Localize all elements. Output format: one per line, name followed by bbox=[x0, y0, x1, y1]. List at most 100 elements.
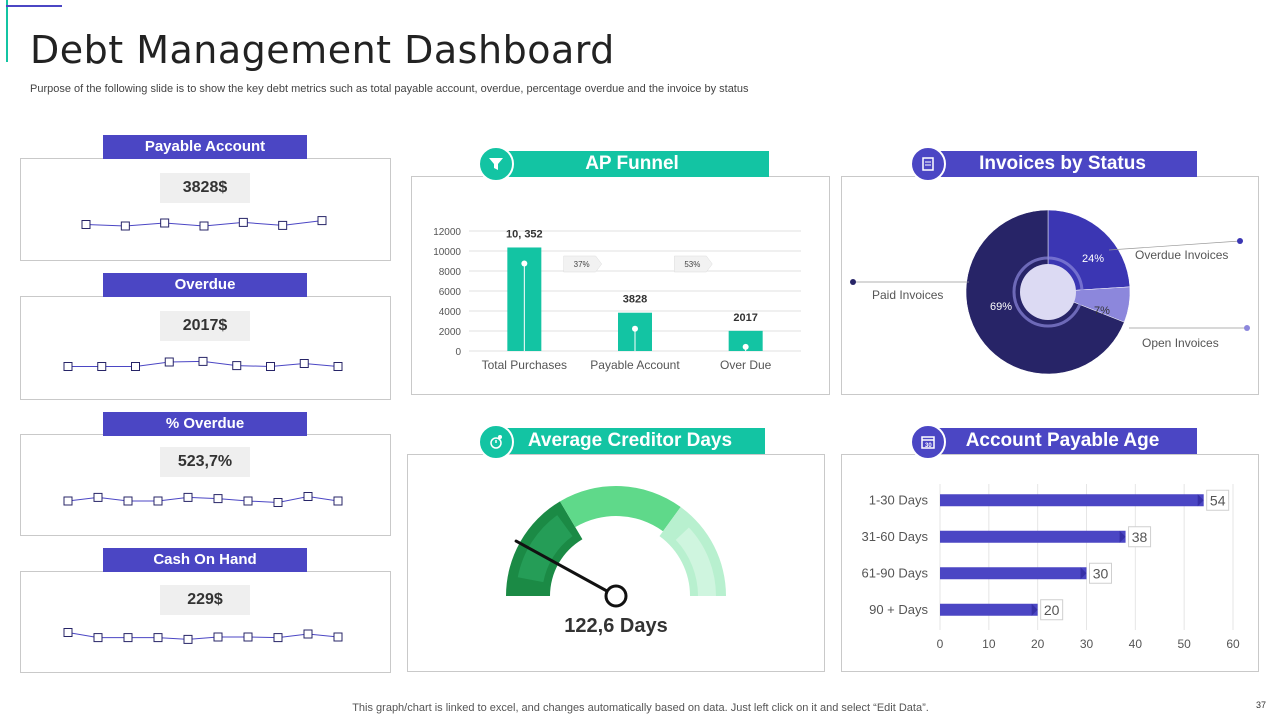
accent-vertical-bar bbox=[6, 0, 8, 62]
sparkline-point bbox=[273, 498, 283, 507]
calendar-icon: 30 bbox=[910, 424, 946, 460]
x-tick-label: Payable Account bbox=[590, 358, 680, 372]
sparkline-point bbox=[123, 633, 133, 643]
page-subtitle: Purpose of the following slide is to sho… bbox=[30, 83, 749, 95]
sparkline-point bbox=[238, 217, 248, 227]
pie-label: Open Invoices bbox=[1142, 336, 1219, 350]
sparkline-point bbox=[93, 492, 103, 502]
age-bar bbox=[940, 603, 1038, 616]
pie-slice bbox=[1047, 209, 1131, 293]
sparkline-point bbox=[93, 633, 103, 643]
sparkline-point bbox=[213, 632, 223, 642]
age-value-label: 38 bbox=[1132, 529, 1148, 545]
age-value-label: 30 bbox=[1093, 565, 1109, 581]
age-bar-tip bbox=[1031, 603, 1038, 616]
gauge-hub bbox=[604, 584, 628, 608]
sparkline-point bbox=[183, 634, 193, 644]
sparkline-point bbox=[243, 496, 253, 506]
sparkline-point bbox=[266, 362, 275, 371]
conversion-arrow bbox=[563, 255, 602, 273]
sparkline-point bbox=[198, 356, 208, 366]
kpi-value: 229$ bbox=[160, 585, 250, 615]
funnel-bar bbox=[728, 330, 763, 351]
creditor-days-title: Average Creditor Days bbox=[495, 428, 765, 454]
sparkline-point bbox=[131, 362, 140, 371]
x-tick-label: 10 bbox=[982, 637, 996, 651]
sparkline-point bbox=[299, 359, 309, 368]
sparkline-point bbox=[303, 492, 313, 501]
kpi-value: 523,7% bbox=[160, 447, 250, 477]
age-value-box bbox=[1128, 526, 1152, 548]
ap-age-panel bbox=[841, 454, 1259, 672]
sparkline-point bbox=[120, 221, 130, 231]
sparkline-point bbox=[303, 629, 313, 639]
leader-line bbox=[1108, 240, 1241, 251]
age-bar bbox=[940, 567, 1087, 580]
ap-funnel-panel bbox=[411, 176, 830, 395]
pie-label: Overdue Invoices bbox=[1135, 248, 1228, 262]
age-value-box bbox=[1089, 562, 1112, 584]
sparkline-point bbox=[183, 492, 193, 502]
sparkline-point bbox=[278, 220, 288, 230]
funnel-icon bbox=[478, 146, 514, 182]
leader-dot bbox=[850, 279, 856, 285]
creditor-days-gauge bbox=[506, 486, 726, 608]
footer-note: This graph/chart is linked to excel, and… bbox=[352, 702, 929, 714]
y-tick-label: 6000 bbox=[439, 287, 462, 298]
sparkline-point bbox=[333, 496, 343, 506]
kpi-value: 2017$ bbox=[160, 311, 250, 341]
sparkline-point bbox=[317, 216, 327, 226]
pie-percent-label: 24% bbox=[1082, 253, 1104, 265]
page-title: Debt Management Dashboard bbox=[30, 28, 615, 72]
sparkline bbox=[63, 628, 343, 644]
leader-dot bbox=[1237, 238, 1243, 244]
x-tick-label: Over Due bbox=[720, 358, 772, 372]
age-value-label: 54 bbox=[1210, 492, 1226, 508]
leader-dot bbox=[1244, 325, 1250, 331]
x-tick-label: 0 bbox=[937, 637, 944, 651]
gauge-band-mid bbox=[560, 486, 681, 532]
ap-funnel-title: AP Funnel bbox=[495, 151, 769, 177]
x-tick-label: 40 bbox=[1129, 637, 1143, 651]
age-value-label: 20 bbox=[1044, 602, 1060, 618]
y-tick-label: 8000 bbox=[439, 267, 462, 278]
pie-percent-label: 7% bbox=[1094, 305, 1110, 317]
x-tick-label: 50 bbox=[1177, 637, 1191, 651]
page-number: 37 bbox=[1255, 700, 1266, 710]
sparkline bbox=[81, 216, 327, 231]
x-tick-label: 60 bbox=[1226, 637, 1240, 651]
bar-stem-dot bbox=[632, 325, 638, 332]
pie-percent-label: 69% bbox=[990, 301, 1012, 313]
kpi-label: Cash On Hand bbox=[103, 548, 307, 572]
sparkline-path bbox=[67, 495, 339, 504]
conversion-arrow bbox=[674, 255, 713, 273]
sparkline-path bbox=[67, 632, 339, 640]
age-bar bbox=[940, 530, 1126, 543]
sparkline-point bbox=[333, 362, 343, 371]
age-bar-tip bbox=[1197, 494, 1204, 507]
sparkline-point bbox=[97, 362, 107, 371]
creditor-days-value: 122,6 Days bbox=[564, 615, 668, 637]
sparkline-point bbox=[232, 361, 242, 371]
pie-inner-ring bbox=[1012, 256, 1084, 328]
sparkline-point bbox=[153, 633, 163, 643]
y-tick-label: 10000 bbox=[433, 247, 461, 258]
sparkline-point bbox=[243, 632, 253, 642]
y-tick-label: 4000 bbox=[439, 307, 462, 318]
age-bar bbox=[940, 494, 1204, 507]
bar-value-label: 3828 bbox=[623, 294, 647, 306]
x-tick-label: 30 bbox=[1080, 637, 1094, 651]
age-bar-tip bbox=[1080, 567, 1087, 580]
invoices-status-title: Invoices by Status bbox=[928, 151, 1197, 177]
clock-gear-icon bbox=[478, 424, 514, 460]
age-value-box bbox=[1040, 599, 1064, 621]
invoice-icon bbox=[910, 146, 946, 182]
gauge-needle bbox=[514, 539, 618, 598]
x-tick-label: 20 bbox=[1031, 637, 1045, 651]
invoices-status-chart: 24% 7% 69% Paid Invoices Overdue Invoices Ope… bbox=[850, 209, 1250, 375]
x-tick-label: Total Purchases bbox=[482, 358, 567, 372]
kpi-label: % Overdue bbox=[103, 412, 307, 436]
pie-label: Paid Invoices bbox=[872, 288, 943, 302]
sparkline-point bbox=[63, 362, 73, 371]
gauge-band-light-inner bbox=[675, 527, 716, 596]
